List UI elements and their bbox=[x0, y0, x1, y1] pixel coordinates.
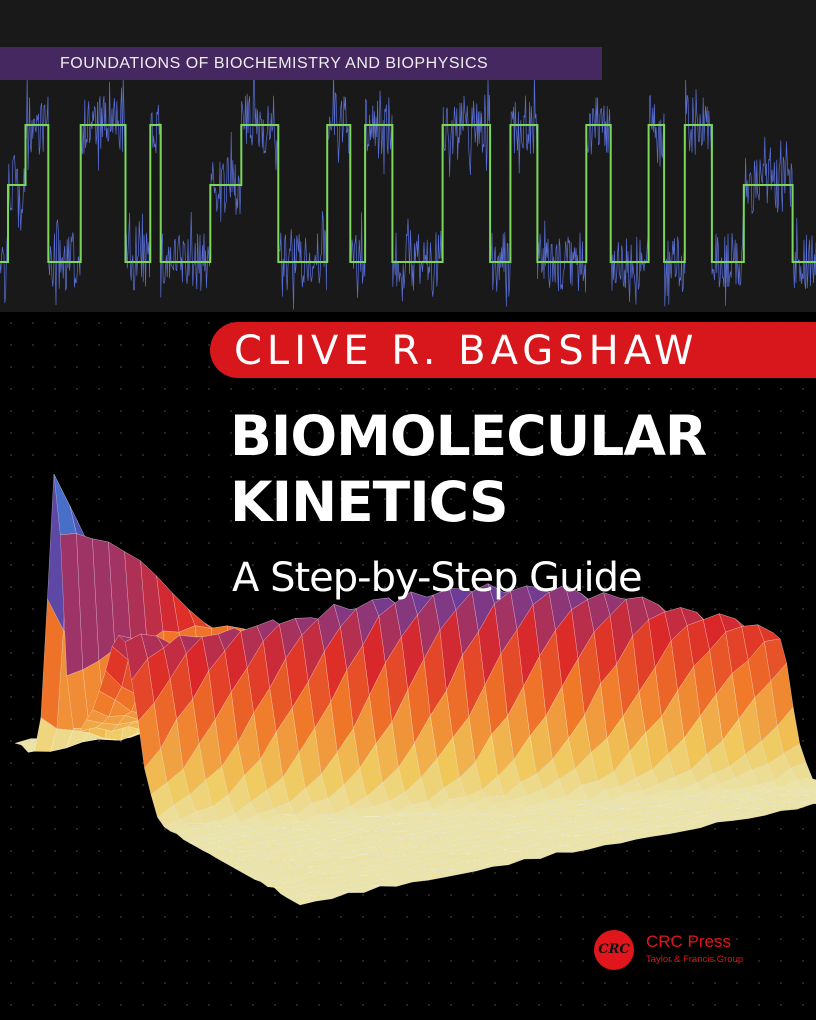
surface-cell bbox=[549, 845, 574, 853]
surface-cell bbox=[501, 856, 526, 866]
publisher-group: Taylor & Francis Group bbox=[646, 954, 744, 965]
surface-cell bbox=[693, 818, 718, 829]
surface-cell bbox=[469, 864, 494, 872]
publisher-name: CRC Press bbox=[646, 932, 732, 951]
author-band bbox=[210, 322, 816, 378]
book-title-line1: BIOMOLECULAR bbox=[230, 404, 707, 468]
surface-cell bbox=[741, 808, 766, 819]
book-title-line2: KINETICS bbox=[230, 470, 509, 534]
surface-cell bbox=[389, 879, 413, 887]
surface-cell bbox=[484, 860, 510, 867]
author-name: CLIVE R. BAGSHAW bbox=[234, 328, 699, 374]
surface-cell bbox=[356, 885, 381, 893]
surface-cell bbox=[629, 831, 654, 840]
trace-noise-line bbox=[0, 80, 816, 310]
surface-cell bbox=[597, 836, 622, 846]
surface-cell bbox=[308, 894, 333, 902]
surface-cell bbox=[453, 867, 478, 875]
surface-cell bbox=[421, 870, 445, 881]
book-subtitle: A Step-by-Step Guide bbox=[232, 555, 643, 601]
publisher-logo: CRC CRC Press Taylor & Francis Group bbox=[594, 930, 754, 970]
surface-cell bbox=[808, 788, 816, 797]
trace-step-line bbox=[0, 124, 816, 263]
crc-logo-icon: CRC bbox=[594, 930, 634, 970]
surface-cell bbox=[341, 888, 366, 894]
single-molecule-trace bbox=[0, 80, 816, 310]
surface-cell bbox=[324, 891, 349, 900]
surface-cell bbox=[773, 801, 798, 812]
surface-cell bbox=[645, 826, 670, 837]
surface-cell bbox=[292, 895, 317, 906]
series-title: FOUNDATIONS OF BIOCHEMISTRY AND BIOPHYSI… bbox=[0, 47, 602, 80]
